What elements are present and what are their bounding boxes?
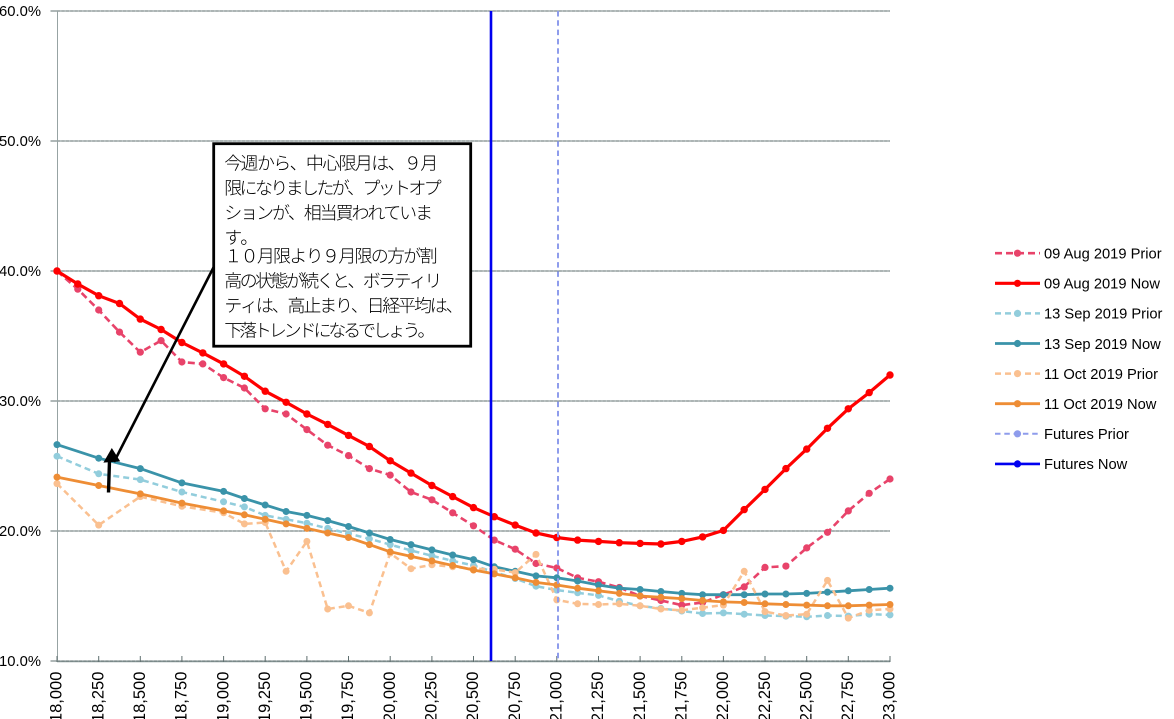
- svg-text:20,500: 20,500: [464, 672, 482, 719]
- svg-text:20,750: 20,750: [506, 672, 524, 719]
- svg-text:40.0%: 40.0%: [0, 264, 41, 280]
- svg-text:19,750: 19,750: [339, 672, 357, 719]
- svg-text:22,750: 22,750: [839, 672, 857, 719]
- svg-text:09 Aug 2019 Now: 09 Aug 2019 Now: [1044, 277, 1160, 293]
- svg-text:13 Sep 2019 Prior: 13 Sep 2019 Prior: [1044, 307, 1163, 323]
- svg-text:21,000: 21,000: [548, 672, 566, 719]
- svg-text:60.0%: 60.0%: [0, 4, 41, 20]
- svg-text:30.0%: 30.0%: [0, 394, 41, 410]
- svg-text:18,500: 18,500: [131, 672, 149, 719]
- svg-text:21,750: 21,750: [673, 672, 691, 719]
- svg-text:22,250: 22,250: [756, 672, 774, 719]
- svg-text:20,250: 20,250: [423, 672, 441, 719]
- svg-text:21,250: 21,250: [589, 672, 607, 719]
- svg-text:10.0%: 10.0%: [0, 654, 41, 670]
- svg-text:19,250: 19,250: [256, 672, 274, 719]
- svg-text:09 Aug 2019 Prior: 09 Aug 2019 Prior: [1044, 247, 1162, 263]
- svg-text:22,500: 22,500: [797, 672, 815, 719]
- svg-text:18,750: 18,750: [173, 672, 191, 719]
- svg-text:23,000: 23,000: [881, 672, 899, 719]
- svg-text:19,500: 19,500: [298, 672, 316, 719]
- svg-text:20,000: 20,000: [381, 672, 399, 719]
- svg-text:18,000: 18,000: [48, 672, 66, 719]
- svg-text:11 Oct 2019 Now: 11 Oct 2019 Now: [1044, 397, 1157, 413]
- svg-text:20.0%: 20.0%: [0, 524, 41, 540]
- svg-text:22,000: 22,000: [714, 672, 732, 719]
- svg-text:19,000: 19,000: [214, 672, 232, 719]
- svg-text:18,250: 18,250: [89, 672, 107, 719]
- svg-text:50.0%: 50.0%: [0, 134, 41, 150]
- svg-text:13 Sep 2019 Now: 13 Sep 2019 Now: [1044, 337, 1161, 353]
- svg-text:21,500: 21,500: [631, 672, 649, 719]
- svg-text:Futures Now: Futures Now: [1044, 457, 1128, 473]
- svg-text:11 Oct 2019 Prior: 11 Oct 2019 Prior: [1044, 367, 1158, 383]
- svg-text:Futures Prior: Futures Prior: [1044, 427, 1129, 443]
